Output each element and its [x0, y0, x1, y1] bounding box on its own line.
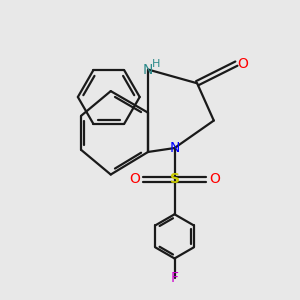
Text: N: N	[143, 62, 153, 76]
Text: F: F	[170, 271, 178, 285]
Text: S: S	[169, 172, 179, 186]
Text: O: O	[129, 172, 140, 186]
Text: H: H	[152, 58, 160, 69]
Text: N: N	[169, 141, 180, 155]
Text: O: O	[209, 172, 220, 186]
Text: O: O	[237, 57, 248, 70]
